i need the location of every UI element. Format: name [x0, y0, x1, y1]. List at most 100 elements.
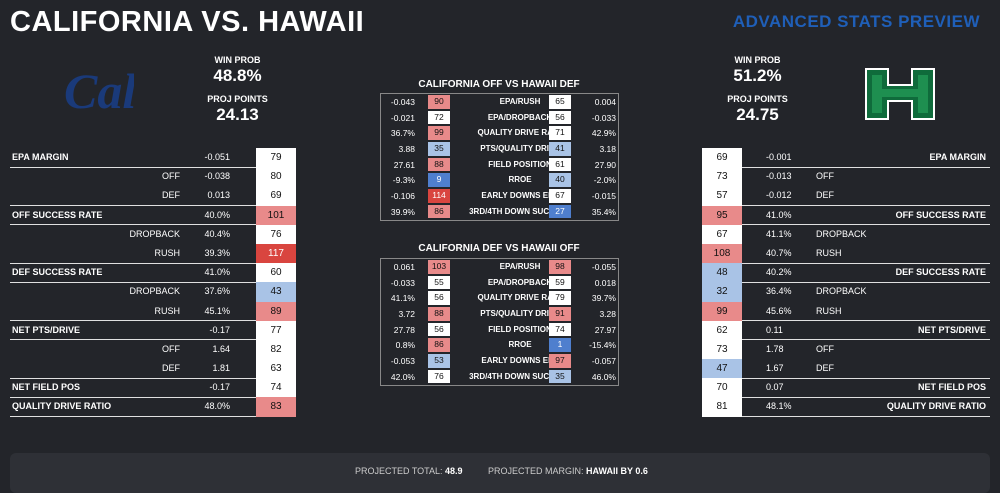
stat-value: -0.038 [204, 171, 230, 182]
stat-label: NET PTS/DRIVE [12, 324, 81, 335]
left-value: -0.106 [390, 191, 415, 202]
right-value: -15.4% [589, 340, 616, 351]
stat-value: 40.4% [204, 228, 230, 239]
stat-value: 1.81 [212, 363, 230, 374]
metric-label-text: 3RD/4TH DOWN SUCCESS [469, 206, 571, 216]
proj-points-value: 24.75 [736, 105, 779, 124]
stat-value: -0.17 [209, 382, 230, 393]
metric-label: PTS/QUALITY DRIVE [480, 144, 560, 154]
row-divider [742, 224, 990, 226]
matchup-table-def: 0.061 103 EPA/RUSH 98 -0.055 -0.033 55 EPA/DROP… [380, 258, 619, 386]
left-rank: 103 [428, 260, 450, 274]
right-value: 35.4% [591, 206, 616, 217]
stat-value: 48.1% [766, 401, 792, 412]
stat-row: DROPBACK 40.4% 76 [10, 224, 298, 244]
stat-rank: 47 [702, 359, 742, 379]
right-value: 39.7% [591, 293, 616, 304]
row-divider [10, 416, 256, 418]
stat-label: DROPBACK [816, 286, 867, 297]
right-rank: 71 [549, 126, 571, 140]
row-divider [742, 416, 990, 418]
stat-rank: 69 [256, 186, 296, 206]
stat-rank: 74 [256, 378, 296, 398]
stat-rank: 69 [702, 148, 742, 168]
metric-label: RROE [508, 340, 532, 350]
stat-value: 48.0% [204, 401, 230, 412]
stat-value: 40.7% [766, 247, 792, 258]
stat-label: RUSH [816, 247, 842, 258]
matchup-row: 39.9% 86 3RD/4TH DOWN SUCCESS 27 35.4% [381, 204, 618, 220]
stat-rank: 70 [702, 378, 742, 398]
stat-value: 1.64 [212, 343, 230, 354]
stat-value: 0.013 [207, 190, 230, 201]
left-value: 41.1% [390, 293, 415, 304]
stat-label: DEF [162, 363, 180, 374]
stat-value: 0.11 [766, 324, 783, 335]
row-divider [10, 281, 256, 283]
left-value: -0.033 [390, 277, 415, 288]
metric-label: 3RD/4TH DOWN SUCCESS [453, 372, 587, 381]
stat-label: OFF [816, 343, 834, 354]
right-rank: 1 [549, 338, 571, 352]
stat-value: -0.001 [766, 152, 792, 162]
stat-row: RUSH 40.7% 108 [702, 243, 990, 264]
projected-margin: PROJECTED MARGIN: HAWAII BY 0.6 [488, 466, 648, 476]
row-divider [742, 320, 990, 322]
right-value: 3.28 [599, 309, 616, 320]
california-logo: Cal [62, 62, 136, 123]
right-value: 27.97 [594, 324, 616, 335]
stat-value: 1.78 [766, 343, 784, 354]
row-divider [742, 339, 990, 341]
stat-label: NET FIELD POS [917, 382, 986, 393]
stat-label: RUSH [154, 247, 180, 258]
stat-rank: 32 [702, 282, 742, 302]
metric-label: RROE [508, 175, 532, 185]
stat-value: 45.1% [204, 305, 230, 316]
row-divider [10, 339, 256, 341]
svg-text:Cal: Cal [64, 63, 134, 118]
stat-value: 0.07 [766, 382, 784, 393]
metric-label: QUALITY DRIVE RATE [477, 128, 563, 138]
stat-rank: 77 [256, 320, 296, 340]
stat-value: 41.0% [204, 267, 230, 278]
stat-row: RUSH 45.1% 89 [10, 301, 298, 322]
left-rank: 90 [428, 95, 450, 109]
left-value: 36.7% [390, 128, 415, 139]
stat-value: 40.0% [204, 209, 230, 220]
matchup-row: 3.72 88 PTS/QUALITY DRIVE 91 3.28 [381, 306, 618, 322]
right-value: 42.9% [591, 128, 616, 139]
stat-row: RUSH 45.6% 99 [702, 301, 990, 322]
matchup-row: -0.106 114 EARLY DOWNS EPA 67 -0.015 [381, 188, 618, 204]
metric-label: EPA/DROPBACK [487, 277, 553, 287]
stat-row: EPA MARGIN -0.051 79 [10, 148, 298, 168]
stat-value: 39.3% [204, 247, 230, 258]
metric-label: EPA/RUSH [499, 262, 541, 271]
row-divider [10, 166, 256, 168]
stat-rank: 101 [256, 205, 296, 225]
right-value: -0.057 [591, 356, 616, 367]
metric-label: PTS/QUALITY DRIVE [480, 309, 560, 319]
hawaii-logo [862, 65, 938, 128]
stat-row: QUALITY DRIVE RATIO 48.0% 83 [10, 397, 298, 418]
stat-label: QUALITY DRIVE RATIO [886, 401, 986, 412]
right-rank: 67 [549, 189, 571, 203]
right-kpis: WIN PROB 51.2% PROJ POINTS 24.75 [720, 55, 795, 125]
matchup-row: 41.1% 56 QUALITY DRIVE RATE 79 39.7% [381, 290, 618, 306]
right-rank: 59 [549, 275, 571, 290]
stat-label: OFF SUCCESS RATE [895, 209, 986, 220]
stat-rank: 63 [256, 359, 296, 379]
stat-rank: 89 [256, 301, 296, 321]
right-rank: 61 [549, 157, 571, 172]
right-value: -2.0% [593, 175, 616, 186]
win-prob-label: WIN PROB [734, 55, 781, 65]
left-value: -0.053 [390, 356, 415, 367]
left-rank: 56 [428, 322, 450, 337]
stat-rank: 82 [256, 339, 296, 360]
row-divider [10, 224, 256, 226]
stat-row: OFF -0.038 80 [10, 167, 298, 187]
left-value: 0.8% [395, 340, 415, 351]
stat-label: OFF [162, 171, 180, 182]
row-divider [742, 262, 990, 264]
metric-label: 3RD/4TH DOWN SUCCESS [453, 207, 587, 216]
stat-label: EPA MARGIN [929, 152, 986, 162]
